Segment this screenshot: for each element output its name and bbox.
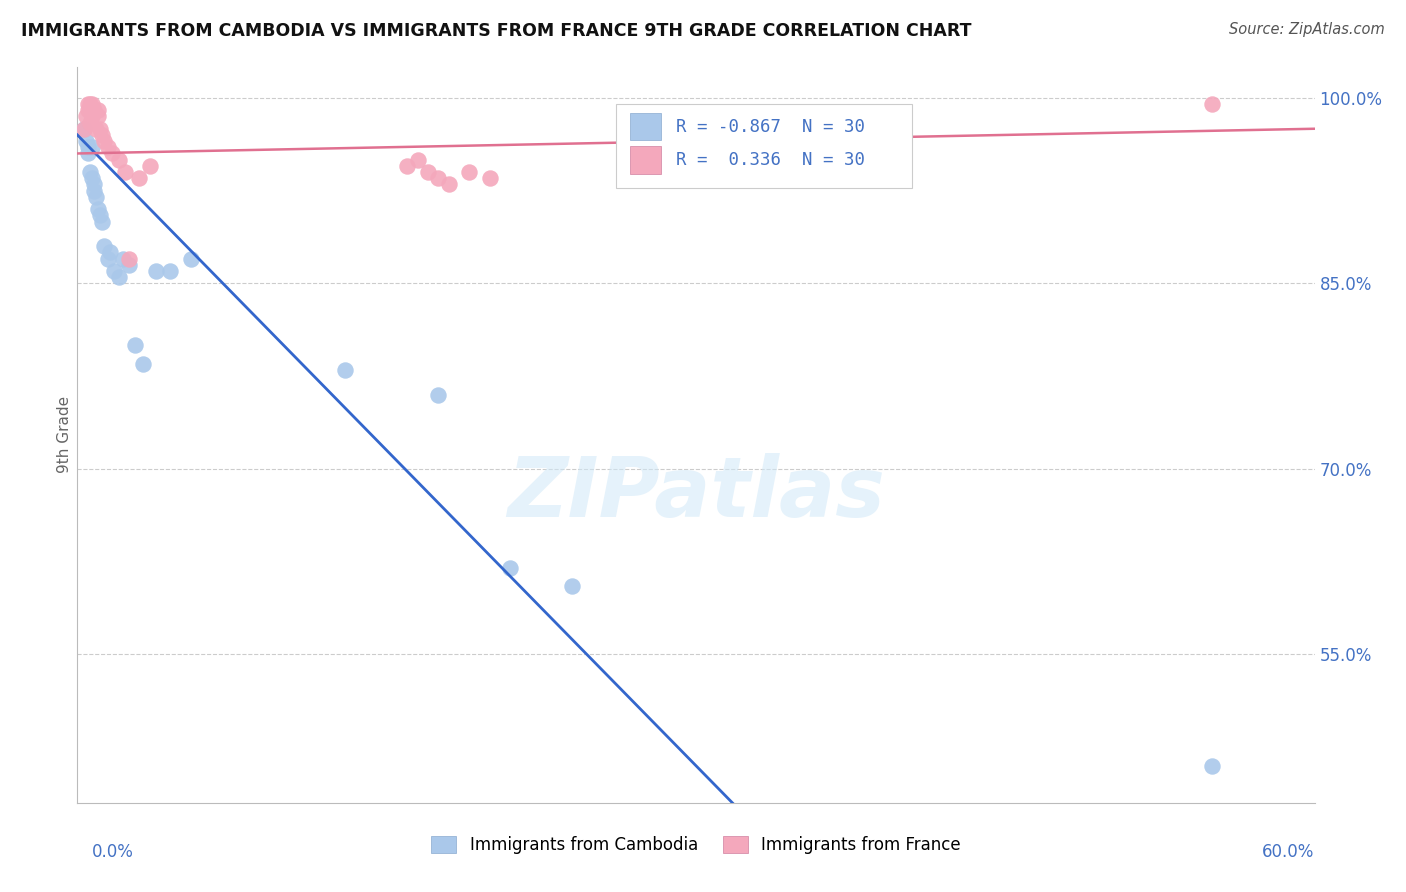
Point: [76, 97, 98, 112]
Point: [87, 109, 110, 123]
Point: [76, 103, 98, 118]
Point: [145, 264, 167, 278]
Point: [87, 103, 110, 118]
Text: 0.0%: 0.0%: [91, 843, 134, 861]
Point: [79, 115, 101, 129]
Text: IMMIGRANTS FROM CAMBODIA VS IMMIGRANTS FROM FRANCE 9TH GRADE CORRELATION CHART: IMMIGRANTS FROM CAMBODIA VS IMMIGRANTS F…: [21, 22, 972, 40]
Point: [91, 128, 114, 142]
Point: [80, 97, 103, 112]
Y-axis label: 9th Grade: 9th Grade: [56, 396, 72, 474]
Legend: Immigrants from Cambodia, Immigrants from France: Immigrants from Cambodia, Immigrants fro…: [425, 830, 967, 861]
Point: [89, 121, 111, 136]
Point: [83, 184, 105, 198]
Point: [80, 171, 103, 186]
Point: [79, 97, 101, 112]
Point: [76, 140, 98, 154]
Point: [84, 121, 107, 136]
Point: [1201, 97, 1223, 112]
Point: [1201, 758, 1223, 772]
Point: [103, 264, 125, 278]
Point: [107, 153, 129, 167]
Point: [101, 146, 124, 161]
Point: [437, 178, 460, 192]
Point: [75, 134, 97, 148]
Point: [128, 171, 150, 186]
Point: [478, 171, 501, 186]
Text: Source: ZipAtlas.com: Source: ZipAtlas.com: [1229, 22, 1385, 37]
Point: [406, 153, 429, 167]
Text: R = -0.867  N = 30: R = -0.867 N = 30: [676, 118, 865, 136]
Point: [427, 387, 450, 401]
Point: [80, 140, 103, 154]
Point: [118, 258, 141, 272]
Point: [72, 121, 94, 136]
Point: [499, 561, 522, 575]
Point: [561, 579, 583, 593]
FancyBboxPatch shape: [616, 103, 912, 188]
Point: [80, 109, 103, 123]
Point: [132, 357, 155, 371]
Point: [79, 165, 101, 179]
Point: [427, 171, 450, 186]
Point: [114, 165, 136, 179]
Point: [98, 245, 121, 260]
Point: [83, 103, 105, 118]
Point: [97, 140, 120, 154]
Point: [76, 146, 98, 161]
Point: [458, 165, 481, 179]
Point: [124, 338, 146, 352]
Point: [87, 202, 110, 216]
Point: [396, 159, 419, 173]
Point: [83, 178, 105, 192]
Point: [118, 252, 141, 266]
Point: [89, 208, 111, 222]
Text: 60.0%: 60.0%: [1263, 843, 1315, 861]
Point: [111, 252, 134, 266]
Point: [75, 109, 97, 123]
Point: [91, 214, 114, 228]
Point: [97, 252, 120, 266]
Point: [335, 363, 357, 377]
Point: [416, 165, 439, 179]
Point: [72, 121, 94, 136]
Point: [159, 264, 181, 278]
Point: [138, 159, 160, 173]
Bar: [630, 112, 661, 140]
Bar: [630, 145, 661, 174]
Point: [180, 252, 202, 266]
Point: [93, 239, 115, 253]
Text: ZIPatlas: ZIPatlas: [508, 453, 884, 534]
Point: [84, 190, 107, 204]
Point: [93, 134, 115, 148]
Point: [107, 270, 129, 285]
Text: R =  0.336  N = 30: R = 0.336 N = 30: [676, 151, 865, 169]
